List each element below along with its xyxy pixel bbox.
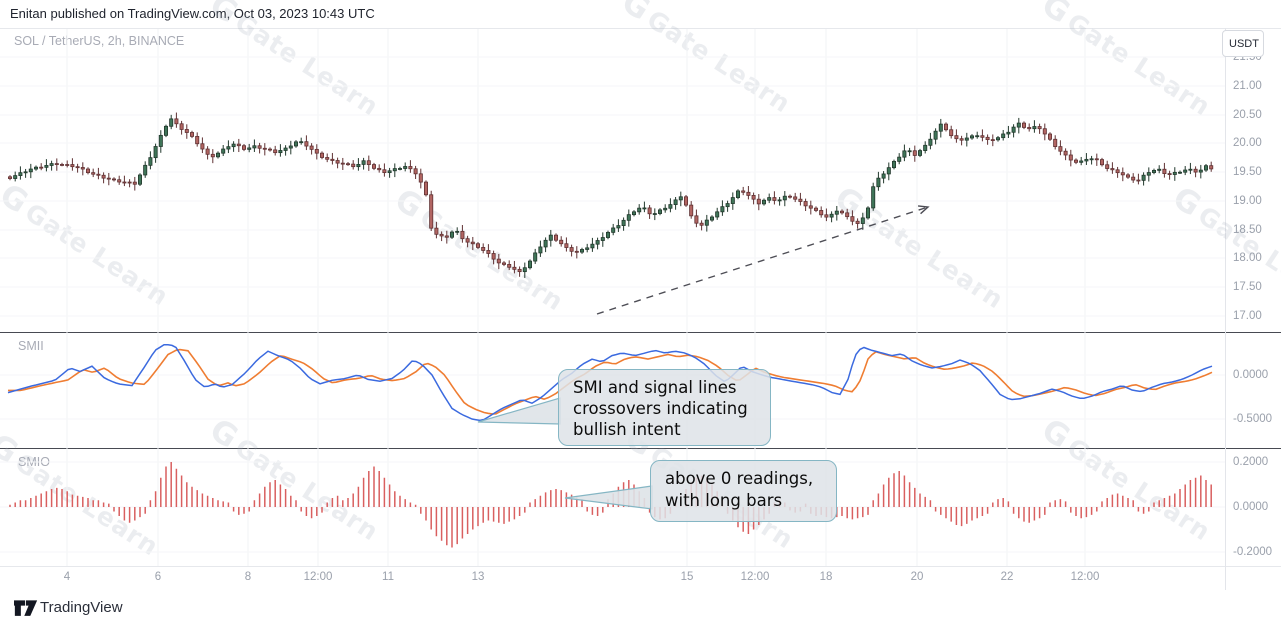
axis-tick-label: 0.0000 (1233, 369, 1269, 381)
axis-tick-label: 19.00 (1233, 195, 1262, 207)
smi-callout-annotation[interactable]: SMI and signal lines crossovers indicati… (558, 369, 771, 446)
chart-top-border (0, 28, 1281, 29)
axis-tick-label: 21.00 (1233, 80, 1262, 92)
axis-tick-label: -0.5000 (1233, 413, 1273, 425)
time-tick-label: 12:00 (1070, 571, 1100, 583)
time-tick-label: 4 (63, 571, 71, 583)
price-axis[interactable]: 21.50 21.00 20.50 20.00 19.50 19.00 18.50 18.00… (1233, 0, 1281, 590)
axis-tick-label: 20.00 (1233, 137, 1262, 149)
time-tick-label: 12:00 (303, 571, 333, 583)
smi-callout-line-3: bullish intent (573, 420, 681, 439)
currency-toggle-button[interactable]: USDT (1222, 30, 1264, 57)
time-tick-label: 13 (471, 571, 485, 583)
axis-tick-label: 17.50 (1233, 281, 1262, 293)
axis-tick-label: 19.50 (1233, 166, 1262, 178)
axis-tick-label: 17.00 (1233, 310, 1262, 322)
symbol-title: SOL / TetherUS, 2h, BINANCE (14, 34, 185, 48)
tradingview-brand-text: TradingView (40, 599, 123, 616)
smio-callout-line-1: above 0 readings, (665, 469, 814, 488)
attribution-bar: Enitan published on TradingView.com, Oct… (0, 0, 1281, 28)
footer-bar: TradingView (0, 590, 1281, 627)
axis-tick-label: 20.50 (1233, 109, 1262, 121)
smio-callout-line-2: with long bars (665, 491, 783, 510)
smio-callout-annotation[interactable]: above 0 readings, with long bars (650, 460, 837, 522)
smi-pane-label: SMII (18, 339, 44, 353)
time-tick-label: 15 (680, 571, 694, 583)
axis-tick-label: -0.2000 (1233, 546, 1273, 558)
time-tick-label: 6 (154, 571, 162, 583)
pane-divider-smio[interactable] (0, 448, 1281, 449)
time-axis-top-border (0, 566, 1281, 567)
time-tick-label: 22 (1000, 571, 1014, 583)
axis-tick-label: 0.2000 (1233, 456, 1269, 468)
time-tick-label: 8 (244, 571, 252, 583)
smi-callout-line-1: SMI and signal lines (573, 378, 737, 397)
time-tick-label: 18 (819, 571, 833, 583)
price-axis-border (1225, 28, 1226, 590)
smi-callout-line-2: crossovers indicating (573, 399, 748, 418)
axis-tick-label: 0.0000 (1233, 501, 1269, 513)
time-tick-label: 12:00 (740, 571, 770, 583)
pane-divider-smi[interactable] (0, 332, 1281, 333)
tradingview-logo-icon (14, 600, 38, 616)
time-tick-label: 11 (382, 571, 394, 583)
time-tick-label: 20 (910, 571, 924, 583)
axis-tick-label: 18.00 (1233, 252, 1262, 264)
time-axis[interactable]: 4 6 8 12:00 11 13 15 12:00 18 20 22 12:00 (0, 566, 1225, 590)
axis-tick-label: 18.50 (1233, 224, 1262, 236)
published-line: Enitan published on TradingView.com, Oct… (10, 6, 375, 21)
